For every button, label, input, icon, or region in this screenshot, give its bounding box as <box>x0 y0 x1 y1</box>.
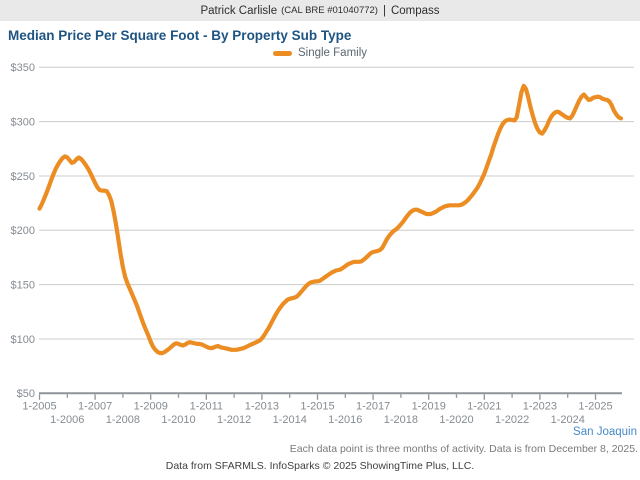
x-tick-label: 1-2019 <box>412 401 446 413</box>
legend-label: Single Family <box>297 47 368 59</box>
x-tick-label: 1-2011 <box>190 401 223 413</box>
legend-item-single-family[interactable]: Single Family <box>272 47 368 59</box>
x-tick-label: 1-2006 <box>50 414 84 426</box>
agent-license: (CAL BRE #01040772) <box>281 5 378 16</box>
chart-title: Median Price Per Square Foot - By Proper… <box>8 28 352 43</box>
y-tick-label: $350 <box>11 62 35 74</box>
x-tick-label: 1-2008 <box>106 414 140 426</box>
agent-name: Patrick Carlisle <box>200 4 278 17</box>
y-tick-label: $200 <box>11 225 35 237</box>
x-tick-label: 1-2005 <box>22 401 56 413</box>
x-tick-label: 1-2010 <box>161 414 195 426</box>
x-tick-label: 1-2024 <box>551 414 585 426</box>
x-tick-label: 1-2013 <box>245 401 279 413</box>
y-tick-label: $300 <box>11 116 35 128</box>
footnote-data-date: Each data point is three months of activ… <box>289 443 638 455</box>
footnote-attribution: Data from SFARMLS. InfoSparks © 2025 Sho… <box>165 460 475 472</box>
header-bar: Patrick Carlisle (CAL BRE #01040772) | C… <box>0 0 640 21</box>
legend: Single Family <box>0 47 640 59</box>
series-color-dash-icon <box>272 50 292 56</box>
y-tick-label: $150 <box>11 279 35 291</box>
x-tick-label: 1-2014 <box>273 414 307 426</box>
x-tick-label: 1-2021 <box>467 401 501 413</box>
header-divider: | <box>382 4 386 17</box>
x-tick-label: 1-2015 <box>300 401 334 413</box>
price-per-sqft-line-chart: $50$100$150$200$250$300$3501-20051-20061… <box>11 62 634 426</box>
x-tick-label: 1-2016 <box>328 414 362 426</box>
x-tick-label: 1-2022 <box>495 414 529 426</box>
x-tick-label: 1-2012 <box>217 414 251 426</box>
series-line-single-family <box>37 83 624 356</box>
y-tick-label: $50 <box>17 388 35 400</box>
y-tick-label: $250 <box>11 171 35 183</box>
x-tick-label: 1-2020 <box>439 414 473 426</box>
x-tick-label: 1-2018 <box>384 414 418 426</box>
x-tick-label: 1-2007 <box>78 401 112 413</box>
region-label: San Joaquin <box>573 426 637 438</box>
x-tick-label: 1-2017 <box>356 401 390 413</box>
x-tick-label: 1-2009 <box>134 401 168 413</box>
x-tick-label: 1-2023 <box>523 401 557 413</box>
y-tick-label: $100 <box>11 334 35 346</box>
x-tick-label: 1-2025 <box>578 401 612 413</box>
brand-name: Compass <box>390 4 440 17</box>
